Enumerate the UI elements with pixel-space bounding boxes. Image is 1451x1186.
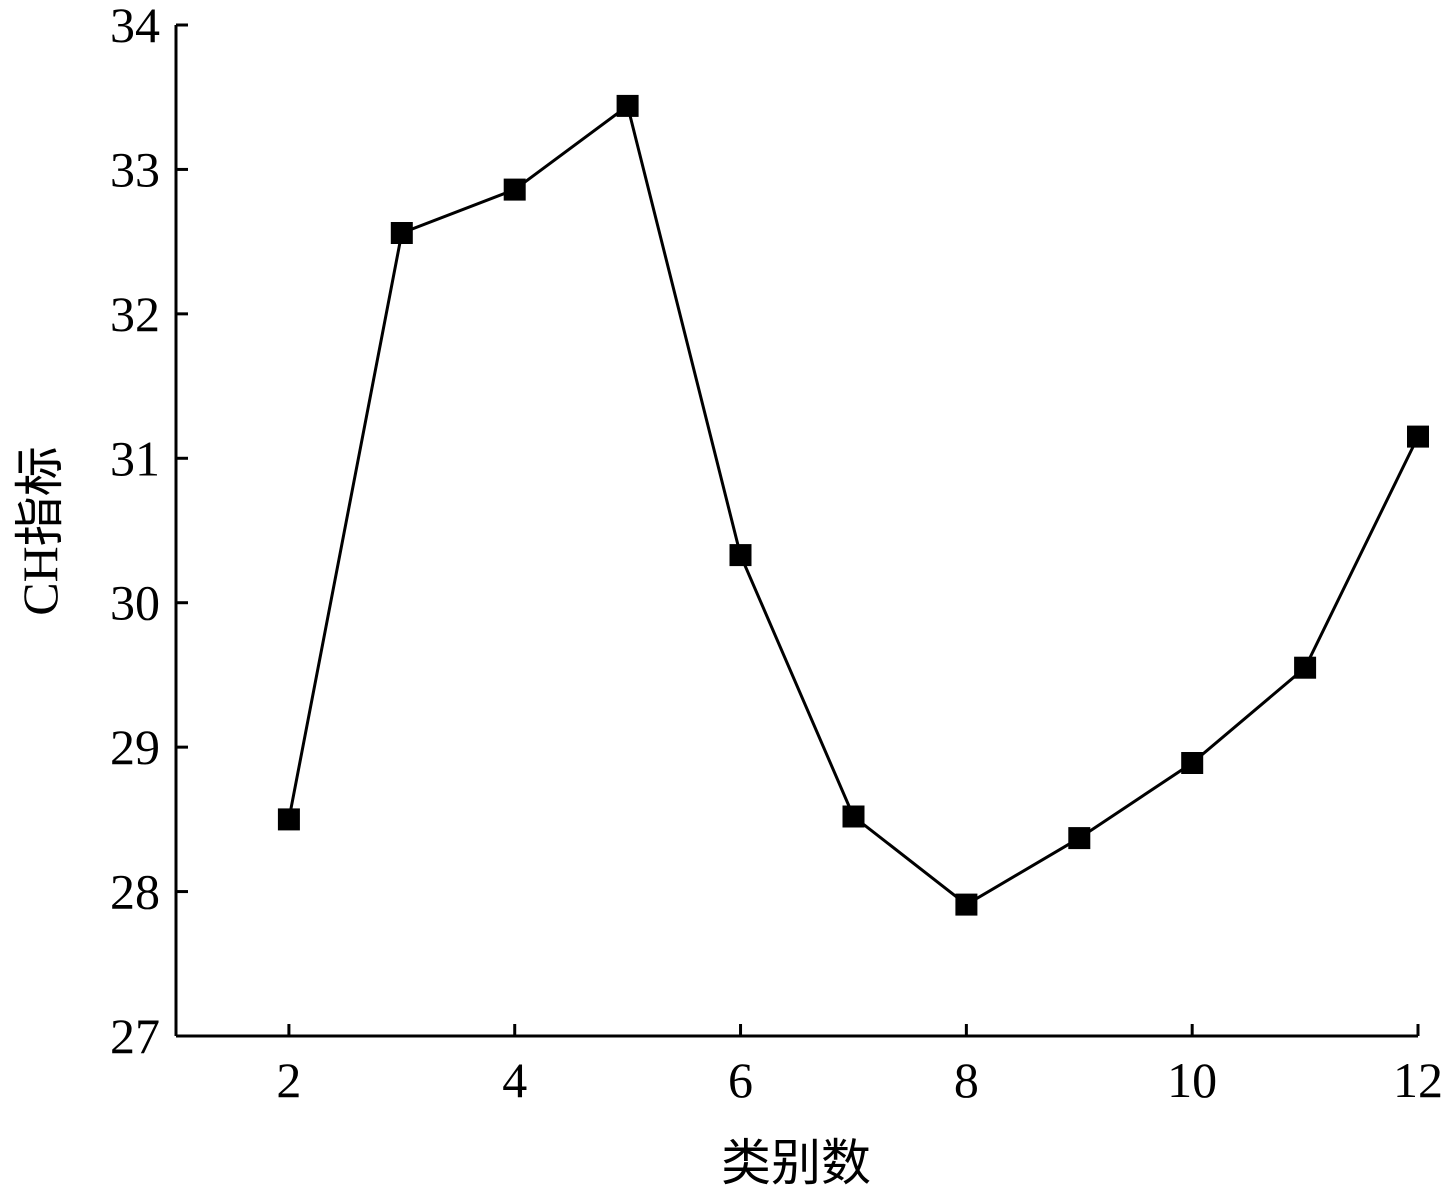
x-axis-title: 类别数 — [721, 1135, 871, 1186]
data-point — [1294, 656, 1317, 679]
y-tick-label: 28 — [110, 864, 160, 920]
y-tick-label: 30 — [110, 575, 160, 631]
data-point — [842, 805, 865, 828]
x-tick-label: 6 — [728, 1052, 753, 1108]
series-line — [287, 103, 1420, 907]
x-tick-label: 2 — [276, 1052, 301, 1108]
data-point — [1181, 752, 1204, 774]
data-point — [503, 178, 526, 201]
data-point — [955, 893, 978, 916]
y-tick-label: 33 — [110, 141, 160, 197]
x-tick-label: 12 — [1393, 1052, 1443, 1108]
y-tick-label: 31 — [110, 430, 160, 486]
x-tick-label: 10 — [1167, 1052, 1217, 1108]
data-point — [390, 222, 413, 244]
data-point — [616, 94, 639, 117]
data-point — [1407, 425, 1429, 448]
series-layer — [277, 94, 1429, 916]
axes: 27 28 29 30 31 32 33 34 2 4 6 8 10 12 — [110, 0, 1443, 1108]
data-point — [277, 808, 300, 831]
y-tick-label: 27 — [110, 1008, 160, 1064]
x-tick-label: 4 — [502, 1052, 527, 1108]
data-point — [1068, 827, 1091, 850]
y-tick-label: 29 — [110, 719, 160, 775]
x-tick-label: 8 — [954, 1052, 979, 1108]
y-tick-label: 34 — [110, 0, 160, 53]
y-tick-label: 32 — [110, 286, 160, 342]
data-point — [729, 544, 752, 567]
y-axis-title: CH指标 — [12, 446, 68, 615]
